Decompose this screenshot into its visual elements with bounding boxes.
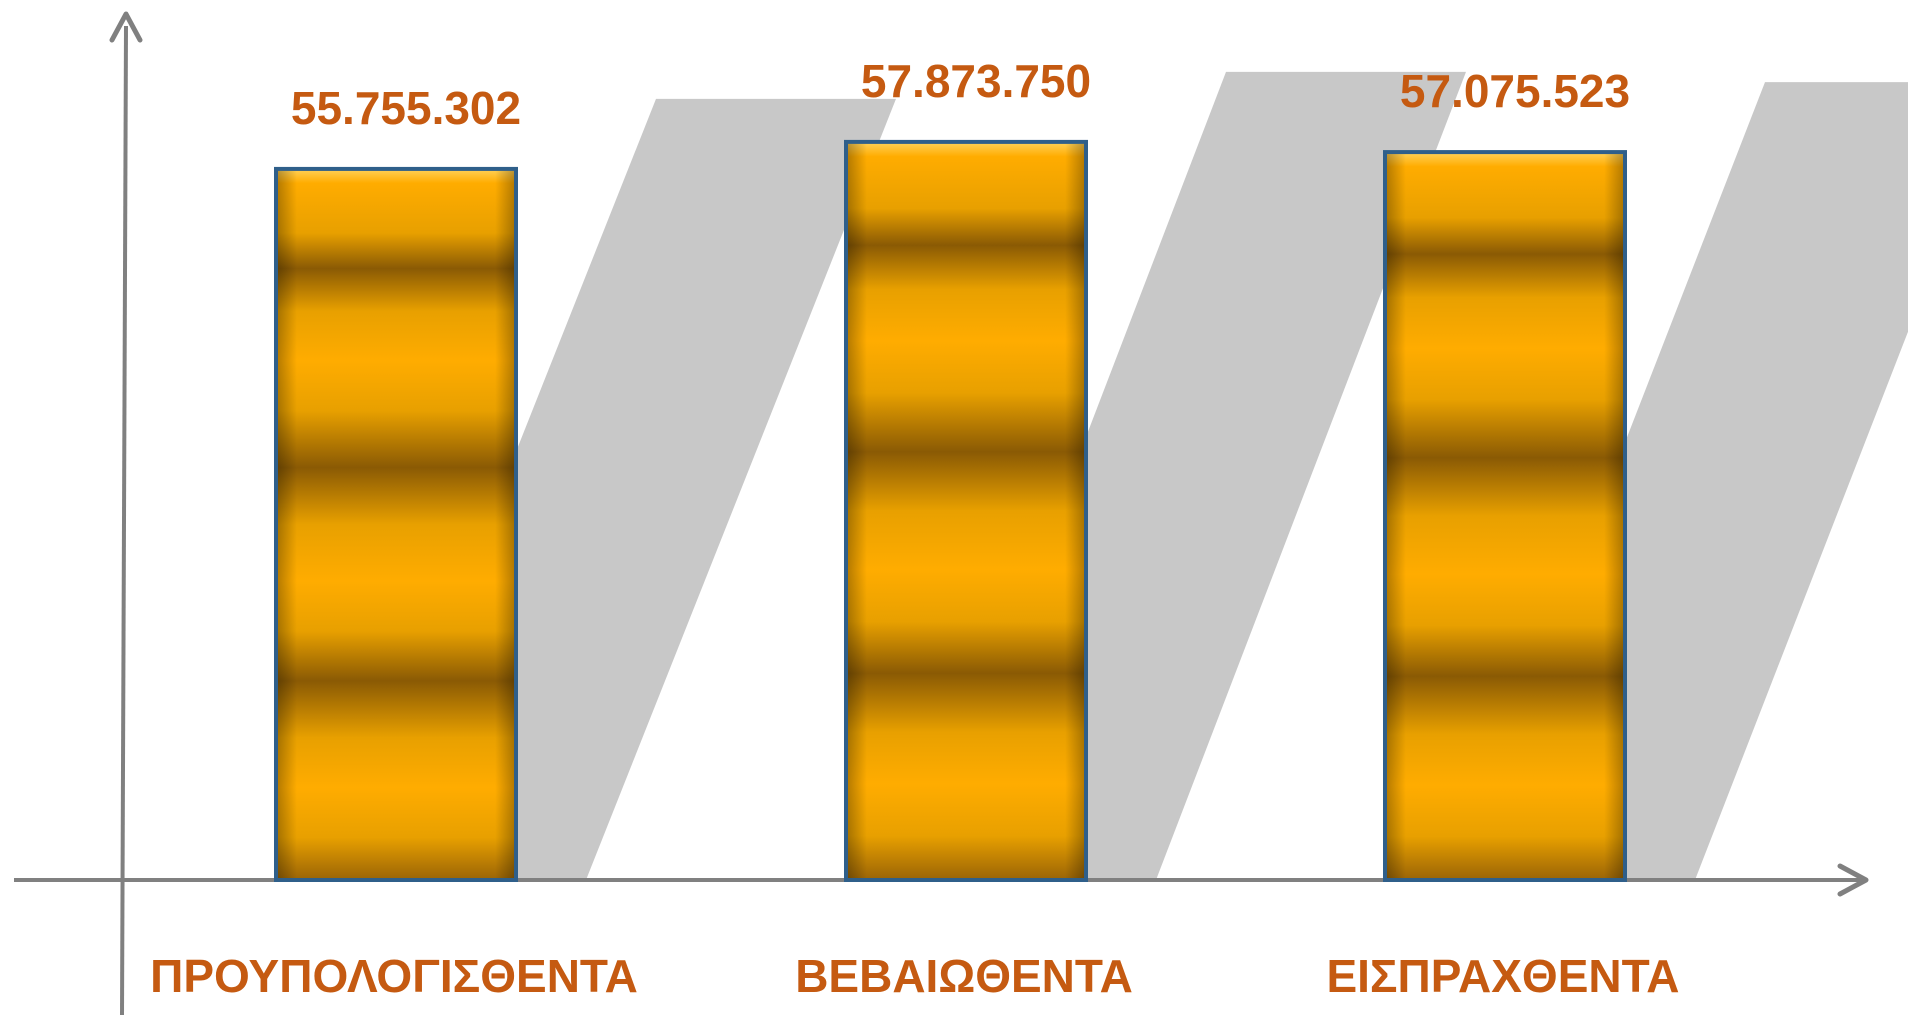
y-axis-line	[120, 25, 128, 1015]
data-label: 57.075.523	[1400, 65, 1630, 117]
data-label: 55.755.302	[291, 82, 521, 134]
y-axis-arrow	[109, 11, 143, 43]
category-tick-label: ΒΕΒΑΙΩΘΕΝΤΑ	[795, 950, 1133, 1002]
bar	[274, 166, 518, 882]
x-axis-arrow	[1837, 863, 1869, 897]
bar	[1383, 150, 1627, 883]
bar-bevel	[848, 143, 1084, 878]
category-tick-label: ΠΡΟΥΠΟΛΟΓΙΣΘΕΝΤΑ	[150, 950, 638, 1002]
bar-bevel	[1387, 154, 1623, 878]
category-tick-label: ΕΙΣΠΡΑΧΘΕΝΤΑ	[1326, 950, 1679, 1002]
bar	[844, 139, 1088, 882]
bar-bevel	[278, 170, 514, 878]
data-label: 57.873.750	[861, 55, 1091, 107]
